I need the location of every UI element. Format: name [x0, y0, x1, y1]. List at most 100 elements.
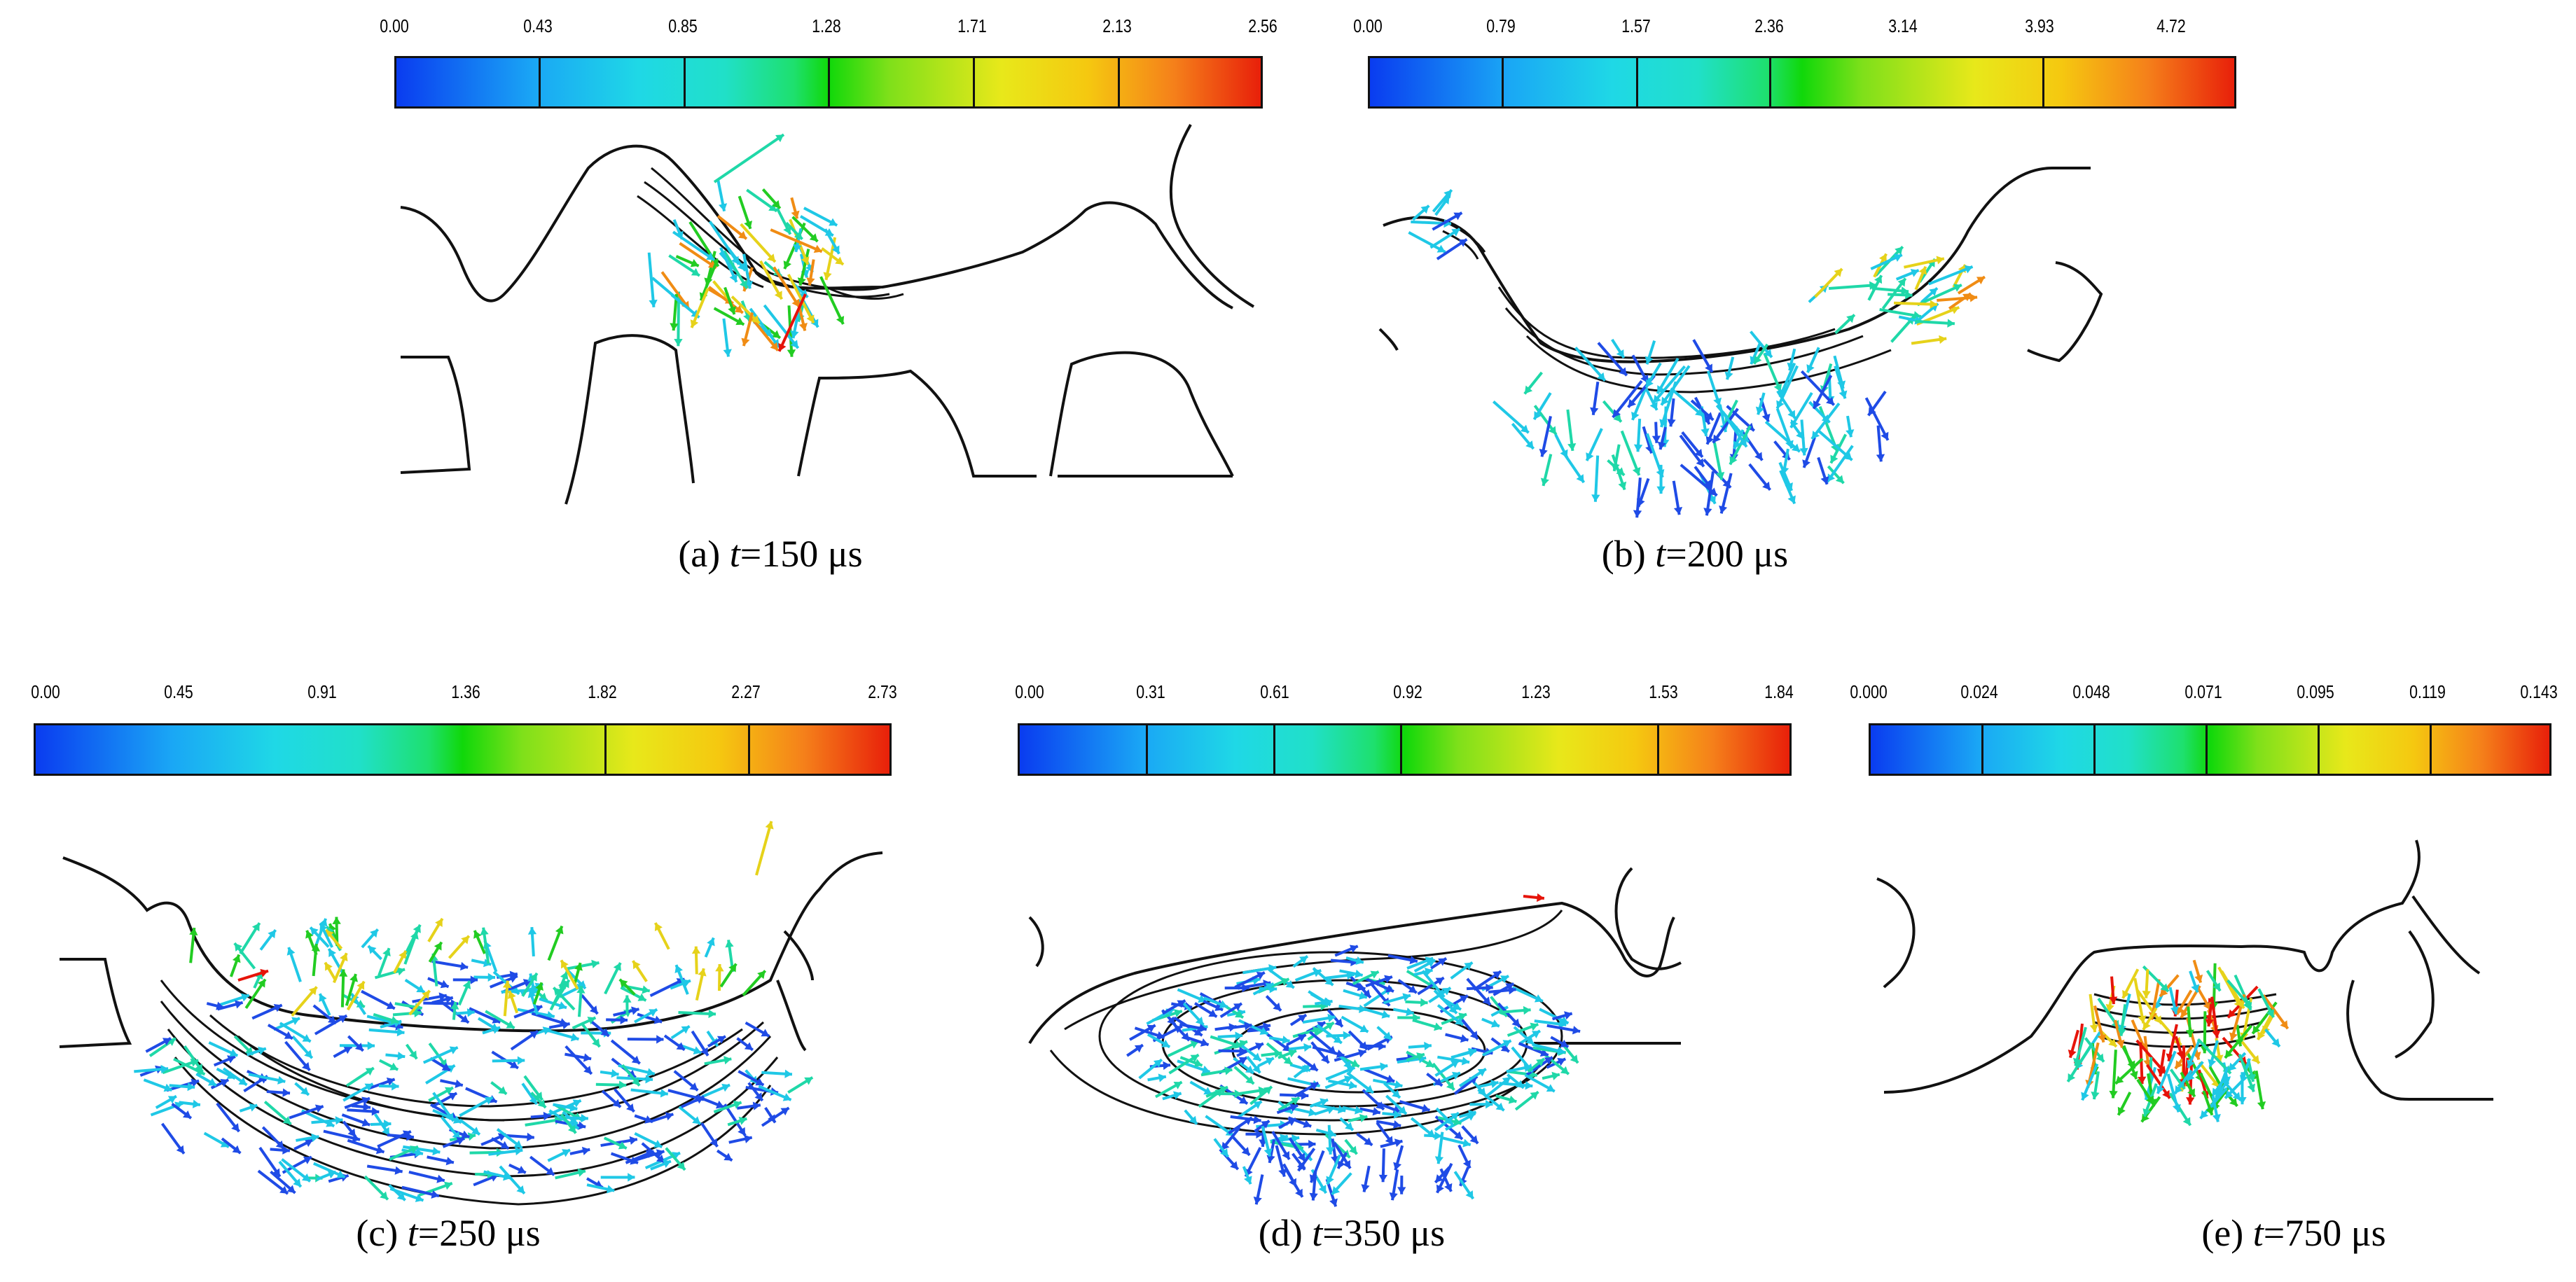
- velocity-arrowhead: [1560, 1066, 1569, 1075]
- velocity-arrowhead: [1539, 1048, 1549, 1057]
- velocity-arrow: [1729, 425, 1752, 466]
- velocity-arrowhead: [440, 980, 449, 989]
- velocity-arrowhead: [663, 1159, 671, 1168]
- velocity-arrowhead: [637, 993, 646, 1001]
- velocity-arrowhead: [751, 314, 760, 323]
- velocity-arrowhead: [1420, 998, 1428, 1007]
- velocity-arrowhead: [831, 245, 840, 254]
- colorbar-tick: 4.72: [2156, 15, 2186, 36]
- velocity-arrowhead: [1719, 505, 1728, 514]
- velocity-arrowhead: [646, 1068, 655, 1077]
- velocity-arrowhead: [1331, 1186, 1341, 1194]
- velocity-arrowhead: [461, 935, 469, 945]
- velocity-arrowhead: [1147, 1024, 1156, 1033]
- velocity-arrowhead: [163, 1083, 172, 1092]
- velocity-arrowhead: [1289, 1103, 1299, 1112]
- velocity-arrowhead: [1372, 1107, 1380, 1116]
- panel-caption-d: (d) t=350 μs: [1259, 1211, 1445, 1255]
- velocity-arrowhead: [229, 1048, 238, 1057]
- colorbar-divider: [1400, 725, 1402, 774]
- velocity-arrowhead: [302, 1034, 311, 1042]
- caption-time-value: =350 μs: [1322, 1212, 1446, 1254]
- colorbar-e: [1869, 723, 2551, 776]
- velocity-arrowhead: [1444, 1116, 1453, 1124]
- velocity-arrowhead: [1364, 1137, 1373, 1145]
- velocity-arrowhead: [2117, 1028, 2126, 1036]
- velocity-arrowhead: [1525, 1036, 1534, 1045]
- velocity-arrowhead: [723, 1056, 732, 1065]
- velocity-arrowhead: [1616, 467, 1625, 475]
- velocity-arrowhead: [1459, 995, 1468, 1003]
- powder-outline: [62, 851, 883, 1033]
- velocity-arrowhead: [543, 1111, 551, 1121]
- velocity-arrowhead: [1696, 458, 1704, 467]
- velocity-arrowhead: [2187, 1088, 2195, 1097]
- velocity-arrowhead: [160, 1064, 169, 1074]
- velocity-arrowhead: [1263, 1086, 1272, 1095]
- velocity-arrowhead: [1778, 389, 1787, 398]
- velocity-arrowhead: [1631, 412, 1640, 420]
- velocity-arrowhead: [2257, 1031, 2266, 1040]
- colorbar-tick: 3.14: [1888, 15, 1918, 36]
- velocity-arrowhead: [1486, 983, 1493, 992]
- particle-outline: [2027, 261, 2103, 363]
- velocity-arrowhead: [1467, 1048, 1476, 1057]
- velocity-arrowhead: [1929, 288, 1938, 296]
- velocity-arrowhead: [460, 1015, 469, 1023]
- velocity-arrowhead: [691, 267, 700, 276]
- velocity-arrowhead: [2068, 1073, 2076, 1082]
- velocity-arrowhead: [1969, 293, 1978, 302]
- velocity-arrowhead: [1308, 1139, 1316, 1149]
- velocity-arrowhead: [823, 272, 832, 280]
- velocity-arrow: [1764, 420, 1801, 453]
- velocity-arrowhead: [654, 922, 663, 931]
- velocity-arrowhead: [1359, 991, 1367, 1000]
- colorbar-tick: 1.84: [1764, 681, 1794, 702]
- velocity-arrowhead: [383, 1120, 392, 1129]
- velocity-arrowhead: [581, 1146, 590, 1155]
- velocity-arrow: [1493, 400, 1530, 434]
- velocity-arrowhead: [352, 1134, 361, 1143]
- velocity-arrowhead: [1813, 400, 1821, 409]
- velocity-arrowhead: [1446, 1081, 1455, 1090]
- velocity-arrowhead: [502, 980, 512, 989]
- colorbar-c: [34, 723, 892, 776]
- velocity-arrowhead: [2129, 1071, 2138, 1080]
- velocity-arrowhead: [441, 1063, 450, 1071]
- velocity-arrow: [770, 228, 823, 253]
- velocity-arrow: [713, 133, 785, 183]
- velocity-arrowhead: [1616, 349, 1624, 358]
- velocity-arrowhead: [1618, 481, 1627, 490]
- velocity-arrowhead: [386, 1078, 395, 1086]
- velocity-arrowhead: [835, 256, 844, 265]
- velocity-arrowhead: [1881, 431, 1889, 440]
- velocity-arrowhead: [1500, 1043, 1509, 1052]
- velocity-arrowhead: [1469, 1135, 1479, 1144]
- velocity-arrowhead: [1776, 400, 1785, 409]
- velocity-arrowhead: [1895, 246, 1903, 256]
- velocity-arrowhead: [656, 1035, 664, 1044]
- velocity-arrowhead: [553, 987, 562, 996]
- velocity-arrowhead: [1874, 275, 1883, 284]
- velocity-arrowhead: [389, 1062, 399, 1071]
- velocity-arrowhead: [1309, 1062, 1318, 1071]
- velocity-arrowhead: [1557, 1057, 1566, 1066]
- colorbar-tick: 1.53: [1649, 681, 1678, 702]
- velocity-arrowhead: [731, 256, 740, 265]
- velocity-arrowhead: [1397, 1187, 1406, 1194]
- velocity-arrowhead: [1878, 253, 1887, 263]
- velocity-arrowhead: [693, 1046, 702, 1054]
- velocity-arrowhead: [2236, 1000, 2244, 1009]
- velocity-arrowhead: [410, 1145, 419, 1154]
- velocity-arrowhead: [1235, 1031, 1243, 1040]
- velocity-arrowhead: [2170, 1006, 2179, 1015]
- velocity-arrowhead: [1330, 1155, 1340, 1164]
- velocity-arrowhead: [371, 1107, 380, 1116]
- colorbar-divider: [2205, 725, 2208, 774]
- particle-outline: [2395, 930, 2435, 1059]
- velocity-arrowhead: [1434, 1078, 1443, 1086]
- velocity-arrowhead: [1350, 1059, 1359, 1068]
- velocity-arrowhead: [1520, 424, 1529, 433]
- velocity-arrowhead: [1221, 1141, 1230, 1150]
- colorbar-divider: [1502, 58, 1504, 106]
